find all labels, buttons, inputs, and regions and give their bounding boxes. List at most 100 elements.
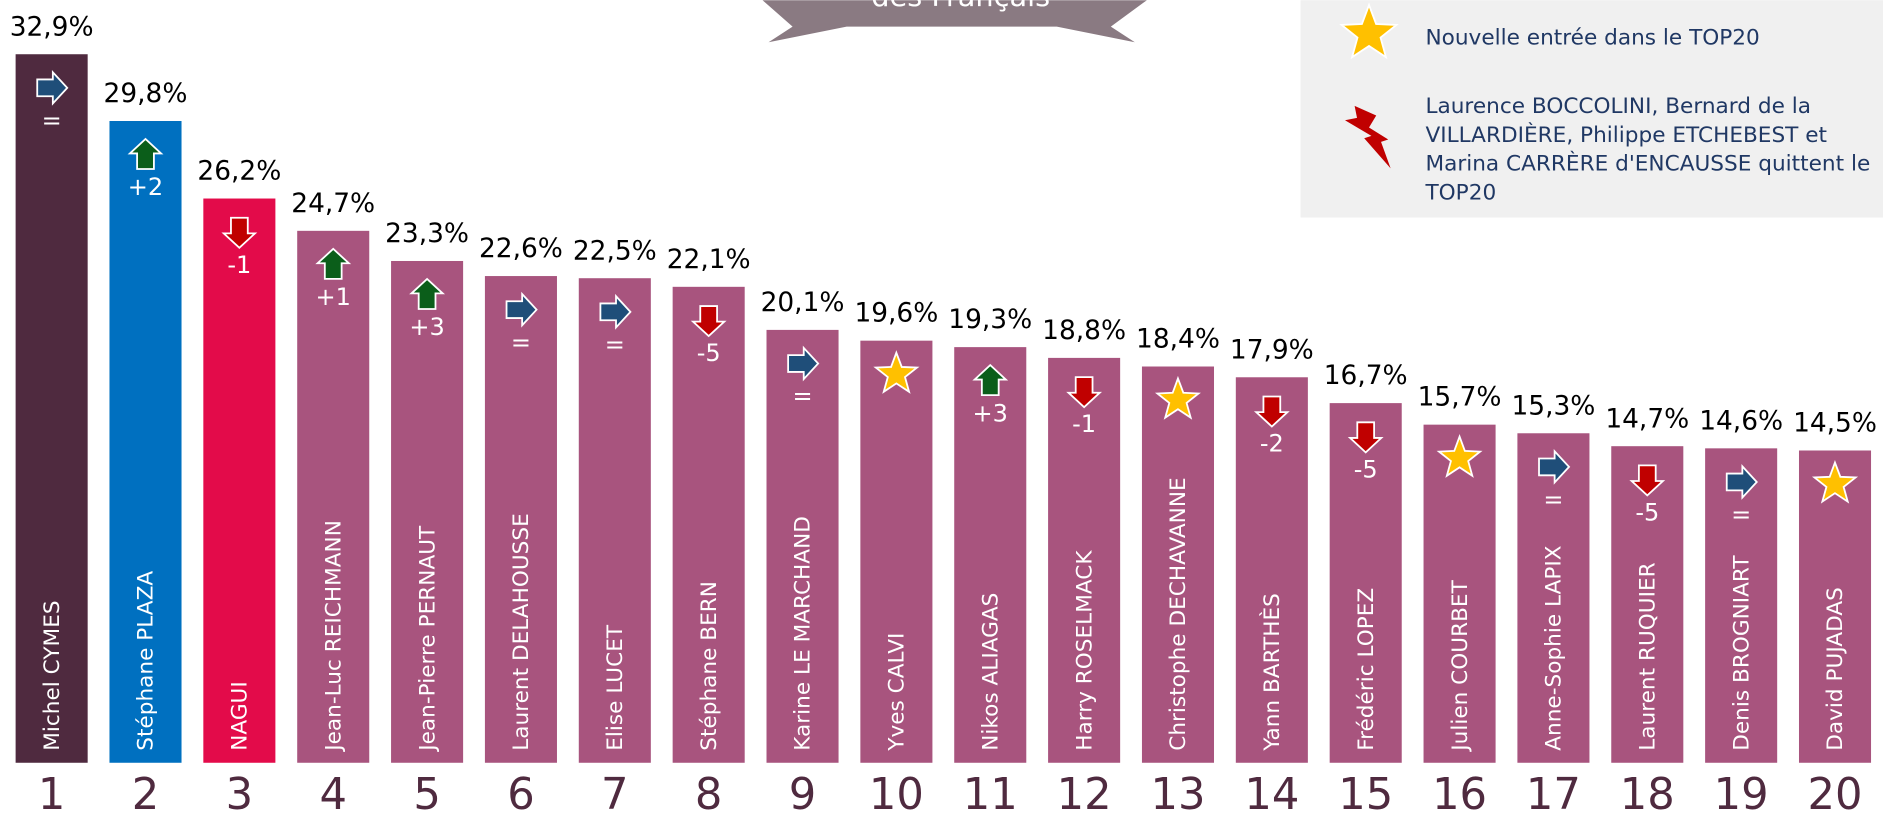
value-label: 14,7% bbox=[1605, 403, 1689, 434]
trend-arrow bbox=[409, 277, 446, 310]
bar-name: NAGUI bbox=[228, 681, 253, 751]
new-entry-star bbox=[1811, 459, 1859, 504]
bar bbox=[1141, 366, 1215, 763]
bar bbox=[672, 286, 745, 763]
value-label: 15,3% bbox=[1511, 390, 1595, 421]
value-label: 24,7% bbox=[291, 188, 375, 219]
rank-label: 1 bbox=[38, 770, 66, 817]
new-entry-star bbox=[1154, 375, 1201, 420]
value-label: 29,8% bbox=[104, 78, 188, 109]
change-label: = bbox=[511, 328, 531, 356]
trend-arrow bbox=[36, 69, 69, 106]
rank-label: 5 bbox=[413, 770, 441, 817]
bar bbox=[860, 340, 933, 763]
legend-left-text: Laurence BOCCOLINI, Bernard de la bbox=[1425, 94, 1811, 119]
value-label: 19,3% bbox=[948, 304, 1032, 335]
trend-arrow bbox=[1538, 448, 1571, 485]
bar bbox=[391, 260, 464, 763]
value-label: 18,8% bbox=[1042, 315, 1126, 346]
change-label: +2 bbox=[128, 173, 163, 201]
bar-name: Yves CALVI bbox=[885, 633, 910, 752]
change-label: = bbox=[1543, 486, 1563, 514]
value-label: 22,6% bbox=[479, 233, 563, 264]
bar bbox=[766, 329, 839, 763]
rank-label: 3 bbox=[226, 770, 254, 817]
rank-label: 7 bbox=[601, 770, 629, 817]
trend-arrow bbox=[505, 291, 538, 328]
value-label: 14,5% bbox=[1793, 408, 1877, 439]
bar-name: Stéphane PLAZA bbox=[134, 571, 159, 751]
change-label: +1 bbox=[316, 283, 351, 311]
rank-label: 17 bbox=[1526, 770, 1581, 817]
rank-label: 8 bbox=[695, 770, 723, 817]
bar-name: David PUJADAS bbox=[1823, 587, 1848, 751]
change-label: = bbox=[605, 330, 625, 358]
rank-label: 4 bbox=[319, 770, 347, 817]
change-label: -5 bbox=[1354, 455, 1378, 483]
bar bbox=[1423, 424, 1496, 763]
bar bbox=[1517, 433, 1590, 763]
bar-name: Denis BROGNIART bbox=[1729, 555, 1754, 751]
bar bbox=[1798, 450, 1872, 763]
bar bbox=[484, 276, 557, 763]
bar-name: Jean-Luc REICHMANN bbox=[321, 520, 346, 753]
trend-arrow bbox=[599, 293, 632, 330]
chart-title: des Français bbox=[871, 0, 1050, 13]
change-label: -2 bbox=[1260, 430, 1284, 458]
rank-label: 19 bbox=[1714, 770, 1769, 817]
bar bbox=[203, 198, 276, 763]
legend-new-entry: Nouvelle entrée dans le TOP20 bbox=[1425, 26, 1759, 51]
trend-arrow bbox=[787, 345, 820, 382]
bar-name: Jean-Pierre PERNAUT bbox=[415, 525, 440, 753]
bar-name: Elise LUCET bbox=[603, 624, 628, 751]
bar-name: Stéphane BERN bbox=[697, 581, 722, 751]
bar bbox=[1235, 377, 1308, 763]
rank-label: 13 bbox=[1150, 770, 1205, 817]
trend-arrow bbox=[127, 137, 164, 170]
rank-label: 18 bbox=[1620, 770, 1675, 817]
change-label: -1 bbox=[1072, 410, 1096, 438]
title-banner bbox=[762, 0, 1147, 43]
legend-left-text: VILLARDIÈRE, Philippe ETCHEBEST et bbox=[1425, 122, 1827, 148]
legend-box bbox=[1300, 0, 1883, 218]
rank-label: 14 bbox=[1244, 770, 1299, 817]
bar bbox=[1705, 448, 1778, 763]
rank-label: 11 bbox=[963, 770, 1018, 817]
rank-label: 6 bbox=[507, 770, 534, 817]
bar-name: Nikos ALIAGAS bbox=[978, 593, 1003, 751]
trend-arrow bbox=[1253, 395, 1290, 428]
value-label: 15,7% bbox=[1418, 382, 1502, 413]
bar-name: Yann BARTHÈS bbox=[1259, 593, 1285, 752]
rank-label: 15 bbox=[1338, 770, 1393, 817]
value-label: 32,9% bbox=[10, 11, 94, 42]
trend-arrow bbox=[972, 363, 1009, 397]
bar-name: Laurent RUQUIER bbox=[1635, 562, 1660, 750]
trend-arrow bbox=[315, 247, 352, 280]
bar bbox=[297, 230, 370, 763]
value-label: 17,9% bbox=[1230, 334, 1314, 365]
legend-left-text: Marina CARRÈRE d'ENCAUSSE quittent le bbox=[1425, 151, 1870, 177]
bar-name: Anne-Sophie LAPIX bbox=[1542, 545, 1567, 751]
legend-left-text: TOP20 bbox=[1424, 181, 1496, 206]
trend-arrow bbox=[1066, 376, 1103, 409]
bar-name: Laurent DELAHOUSSE bbox=[509, 513, 534, 751]
value-label: 22,1% bbox=[667, 244, 751, 275]
bar bbox=[1329, 403, 1402, 763]
new-entry-star bbox=[873, 350, 920, 394]
change-label: +3 bbox=[409, 313, 444, 341]
value-label: 16,7% bbox=[1324, 360, 1408, 391]
change-label: -5 bbox=[697, 339, 721, 367]
bar bbox=[15, 54, 88, 763]
change-label: = bbox=[42, 106, 62, 134]
bar-name: Christophe DECHAVANNE bbox=[1166, 477, 1191, 750]
bar-name: Michel CYMES bbox=[40, 600, 65, 750]
trend-arrow bbox=[1347, 421, 1384, 454]
trend-arrow bbox=[1725, 464, 1758, 500]
bar bbox=[1048, 357, 1121, 763]
rank-label: 9 bbox=[789, 770, 817, 817]
value-label: 20,1% bbox=[761, 287, 845, 318]
bar bbox=[1611, 446, 1684, 763]
bar bbox=[578, 278, 651, 763]
